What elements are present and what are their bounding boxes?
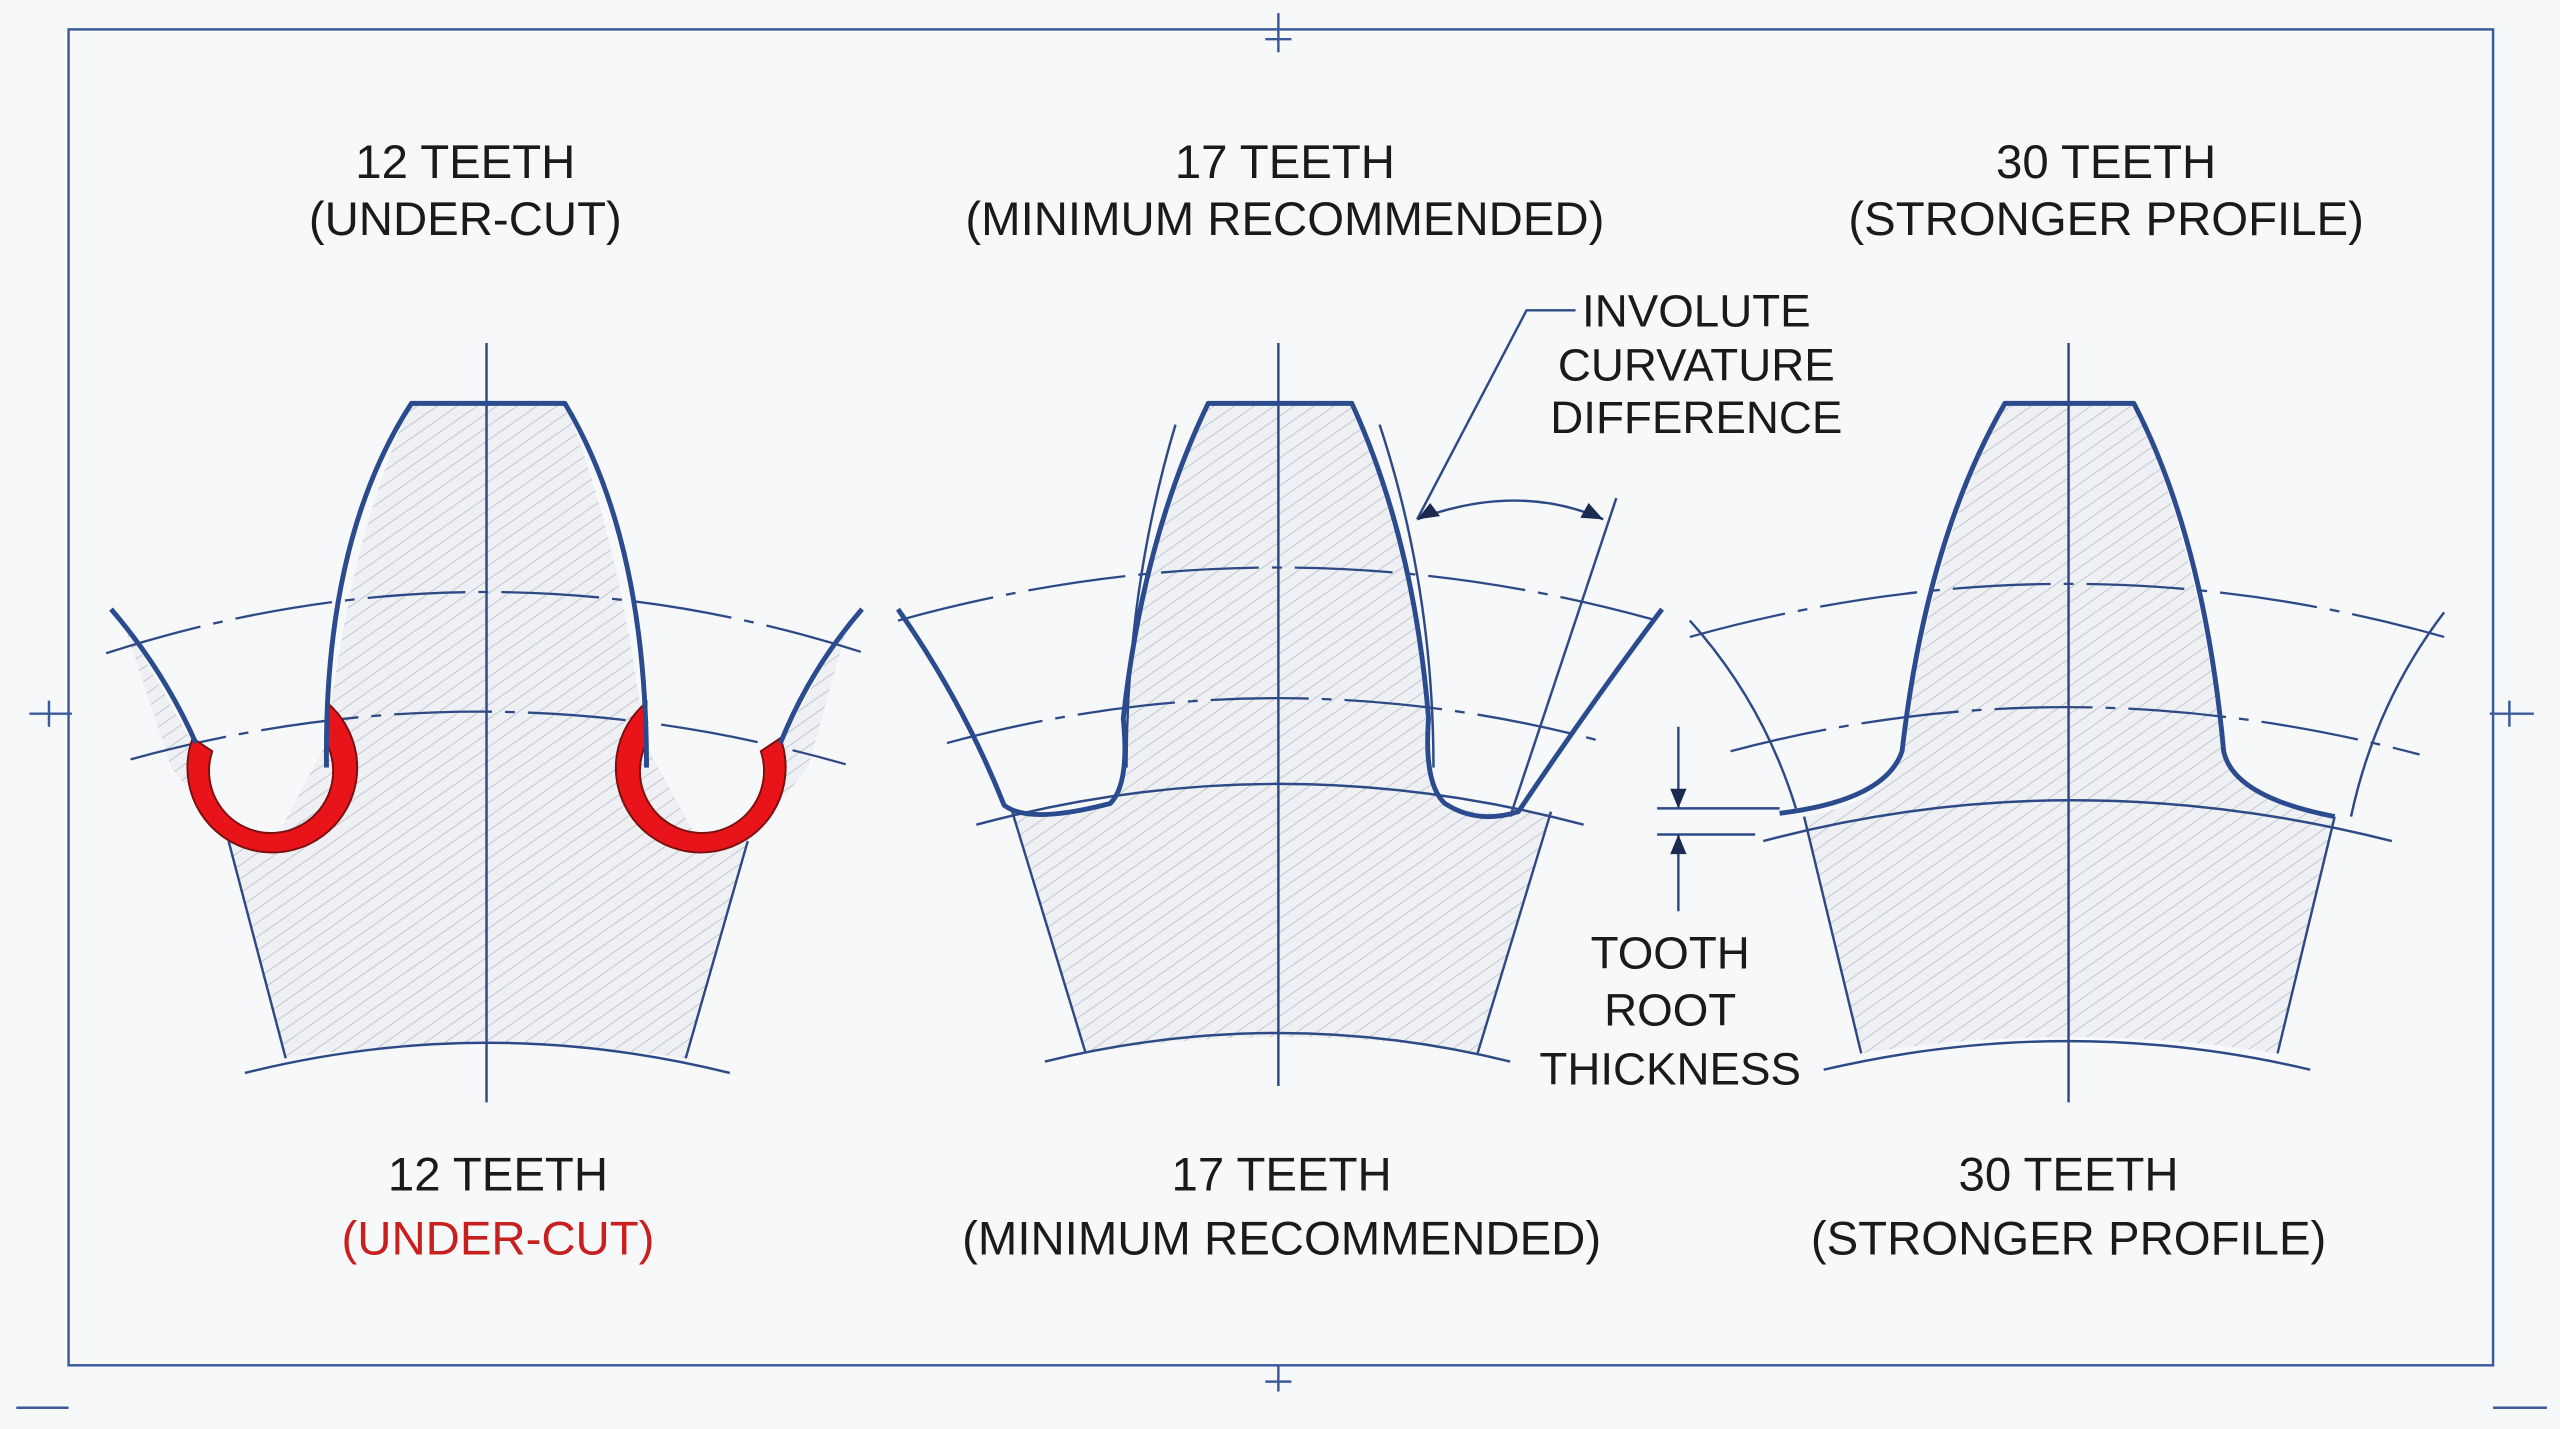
drawing-frame [16,13,2547,1409]
involute-label-line-2: CURVATURE [1558,340,1835,391]
panel-1-bottom-title: 12 TEETH [388,1149,608,1202]
gear-17-teeth [895,342,1664,1087]
involute-curvature-callout: INVOLUTE CURVATURE DIFFERENCE [1416,286,1842,817]
involute-label-line-3: DIFFERENCE [1550,392,1842,443]
involute-label-line-1: INVOLUTE [1582,286,1811,337]
panel-3-bottom-title: 30 TEETH [1959,1149,2179,1202]
panel-2-bottom-subtitle: (MINIMUM RECOMMENDED) [962,1212,1601,1265]
undercut-region-left [186,700,359,854]
root-label-line-3: THICKNESS [1539,1043,1801,1094]
root-label-line-2: ROOT [1604,985,1736,1036]
panel-1-top-subtitle: (UNDER-CUT) [309,193,622,246]
tooth-root-thickness-callout: TOOTH ROOT THICKNESS [1539,726,1801,1094]
root-label-line-1: TOOTH [1591,927,1750,978]
panel-1-top-title: 12 TEETH [355,136,575,189]
gear-30-teeth [1688,342,2446,1103]
panel-1-bottom-subtitle: (UNDER-CUT) [342,1212,655,1265]
panel-3-top-subtitle: (STRONGER PROFILE) [1848,193,2363,246]
panel-2-top-subtitle: (MINIMUM RECOMMENDED) [965,193,1604,246]
undercut-region-right [614,700,787,854]
panel-2-bottom-title: 17 TEETH [1172,1149,1392,1202]
panel-2-top-title: 17 TEETH [1175,136,1395,189]
panel-3-top-title: 30 TEETH [1996,136,2216,189]
panel-3-bottom-subtitle: (STRONGER PROFILE) [1811,1212,2326,1265]
gear-12-teeth [105,342,866,1103]
